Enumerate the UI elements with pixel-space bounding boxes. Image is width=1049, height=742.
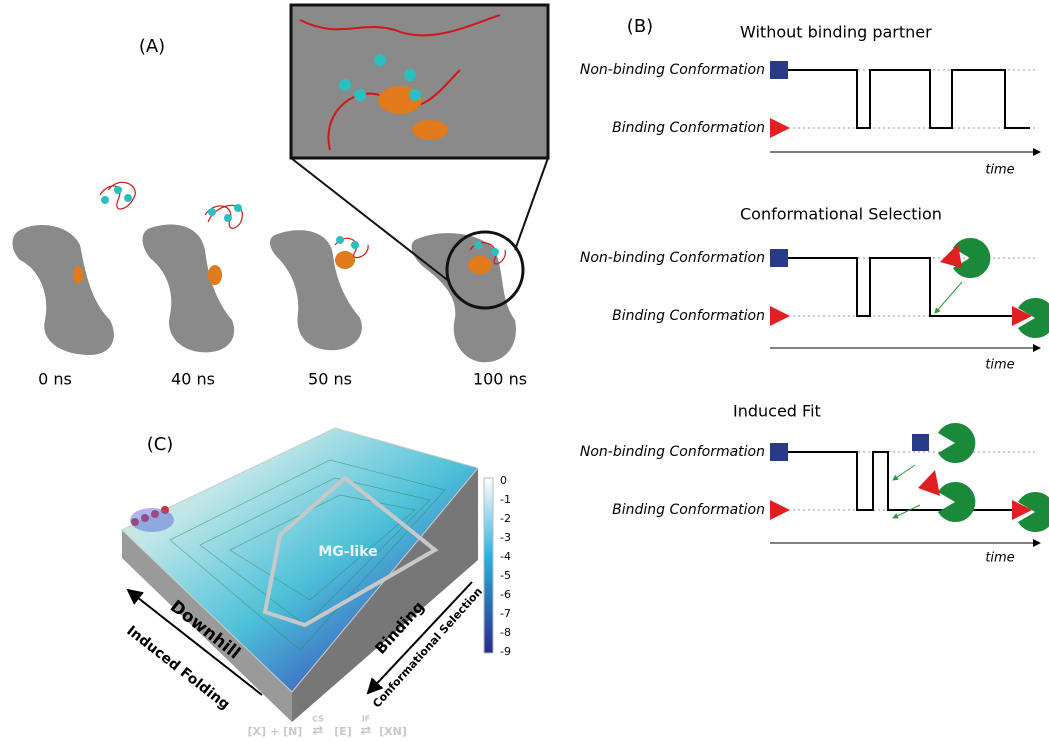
- state-label: Non-binding Conformation: [580, 250, 765, 266]
- colorbar-tick: -4: [500, 550, 511, 563]
- shape-rect: [770, 249, 788, 267]
- shape-path: [938, 482, 975, 522]
- shape-path: [788, 452, 1020, 510]
- colorbar: [484, 478, 493, 653]
- shape-ellipse: [208, 265, 222, 285]
- colorbar-tick: -2: [500, 512, 511, 525]
- scenario-title: Induced Fit: [733, 402, 821, 421]
- shape-circle: [339, 79, 351, 91]
- state-label: Binding Conformation: [612, 120, 765, 136]
- scenario: Without binding partner Non-binding Conf…: [580, 23, 1040, 178]
- equation-part: [X] + [N]: [248, 725, 303, 738]
- shape-path: [918, 470, 940, 496]
- shape-circle: [409, 89, 421, 101]
- state-label: Binding Conformation: [612, 308, 765, 324]
- shape-circle: [351, 241, 359, 249]
- shape-circle: [491, 248, 499, 256]
- equation-arrow: IF: [362, 715, 370, 724]
- time-label: 50 ns: [308, 370, 352, 389]
- shape-path: [13, 225, 114, 355]
- equation-arrow: CS: [312, 715, 324, 724]
- shape-line: [935, 282, 962, 313]
- region-label: MG-like: [318, 544, 377, 560]
- state-label: Non-binding Conformation: [580, 444, 765, 460]
- shape-path: [270, 230, 362, 350]
- panel-label: (C): [147, 434, 174, 455]
- state-label: Non-binding Conformation: [580, 62, 765, 78]
- shape-rect: [912, 434, 929, 451]
- shape-circle: [224, 214, 232, 222]
- shape-circle: [234, 204, 242, 212]
- shape-text: ⇄: [313, 724, 324, 739]
- state-label: Binding Conformation: [612, 502, 765, 518]
- colorbar-tick: -1: [500, 493, 511, 506]
- panel-c: (C) MG-like 0 -1 -2 -3 -4 -5 -6 -7 -8 -9…: [122, 428, 511, 739]
- scenario: Induced Fit Non-binding Conformation Bin…: [580, 402, 1049, 566]
- shape-circle: [336, 236, 344, 244]
- shape-path: [938, 423, 975, 463]
- time-axis-label: time: [985, 358, 1014, 373]
- panel-label: (B): [627, 16, 653, 37]
- shape-line: [893, 465, 915, 480]
- shape-line: [515, 158, 548, 250]
- time-label: 0 ns: [38, 370, 72, 389]
- equation-part: [XN]: [379, 725, 407, 738]
- equation: [X] + [N] ⇄ CS [E] ⇄ IF [XN]: [248, 715, 407, 739]
- shape-circle: [114, 186, 122, 194]
- time-label: 100 ns: [473, 370, 527, 389]
- shape-rect: [770, 443, 788, 461]
- shape-path: [788, 70, 1030, 128]
- shape-ellipse: [335, 251, 355, 269]
- shape-circle: [124, 194, 132, 202]
- colorbar-tick: -9: [500, 645, 511, 658]
- time-label: 40 ns: [171, 370, 215, 389]
- shape-ellipse: [412, 120, 448, 140]
- scenario: Conformational Selection Non-binding Con…: [580, 205, 1049, 373]
- panel-a: (A) 0 ns 40 ns 50 ns 100 ns: [13, 5, 549, 389]
- colorbar-tick: -7: [500, 607, 511, 620]
- equation-part: [E]: [334, 725, 352, 738]
- shape-line: [893, 505, 920, 518]
- colorbar-tick: -8: [500, 626, 511, 639]
- shape-path: [412, 233, 516, 362]
- panel-label: (A): [139, 36, 165, 57]
- shape-ellipse: [130, 508, 174, 532]
- shape-circle: [208, 208, 216, 216]
- colorbar-ticks: 0 -1 -2 -3 -4 -5 -6 -7 -8 -9: [500, 474, 511, 658]
- colorbar-tick: -6: [500, 588, 511, 601]
- colorbar-tick: -3: [500, 531, 511, 544]
- shape-circle: [101, 196, 109, 204]
- shape-path: [770, 306, 790, 326]
- scenario-title: Without binding partner: [740, 23, 932, 42]
- shape-circle: [354, 89, 366, 101]
- colorbar-tick: -5: [500, 569, 511, 582]
- shape-path: [143, 224, 235, 352]
- shape-rect: [770, 61, 788, 79]
- time-axis-label: time: [985, 551, 1014, 566]
- shape-path: [770, 500, 790, 520]
- panel-b: (B) Without binding partner Non-binding …: [580, 16, 1049, 566]
- shape-circle: [474, 241, 482, 249]
- shape-ellipse: [73, 266, 83, 284]
- shape-circle: [404, 69, 416, 81]
- colorbar-tick: 0: [500, 474, 507, 487]
- shape-path: [770, 118, 790, 138]
- shape-circle: [374, 54, 386, 66]
- figure: (A) 0 ns 40 ns 50 ns 100 ns (B) Withou: [0, 0, 1049, 742]
- proteins: [13, 224, 516, 362]
- shape-ellipse: [468, 256, 492, 274]
- shape-text: ⇄: [361, 724, 372, 739]
- scenario-title: Conformational Selection: [740, 205, 942, 224]
- time-axis-label: time: [985, 163, 1014, 178]
